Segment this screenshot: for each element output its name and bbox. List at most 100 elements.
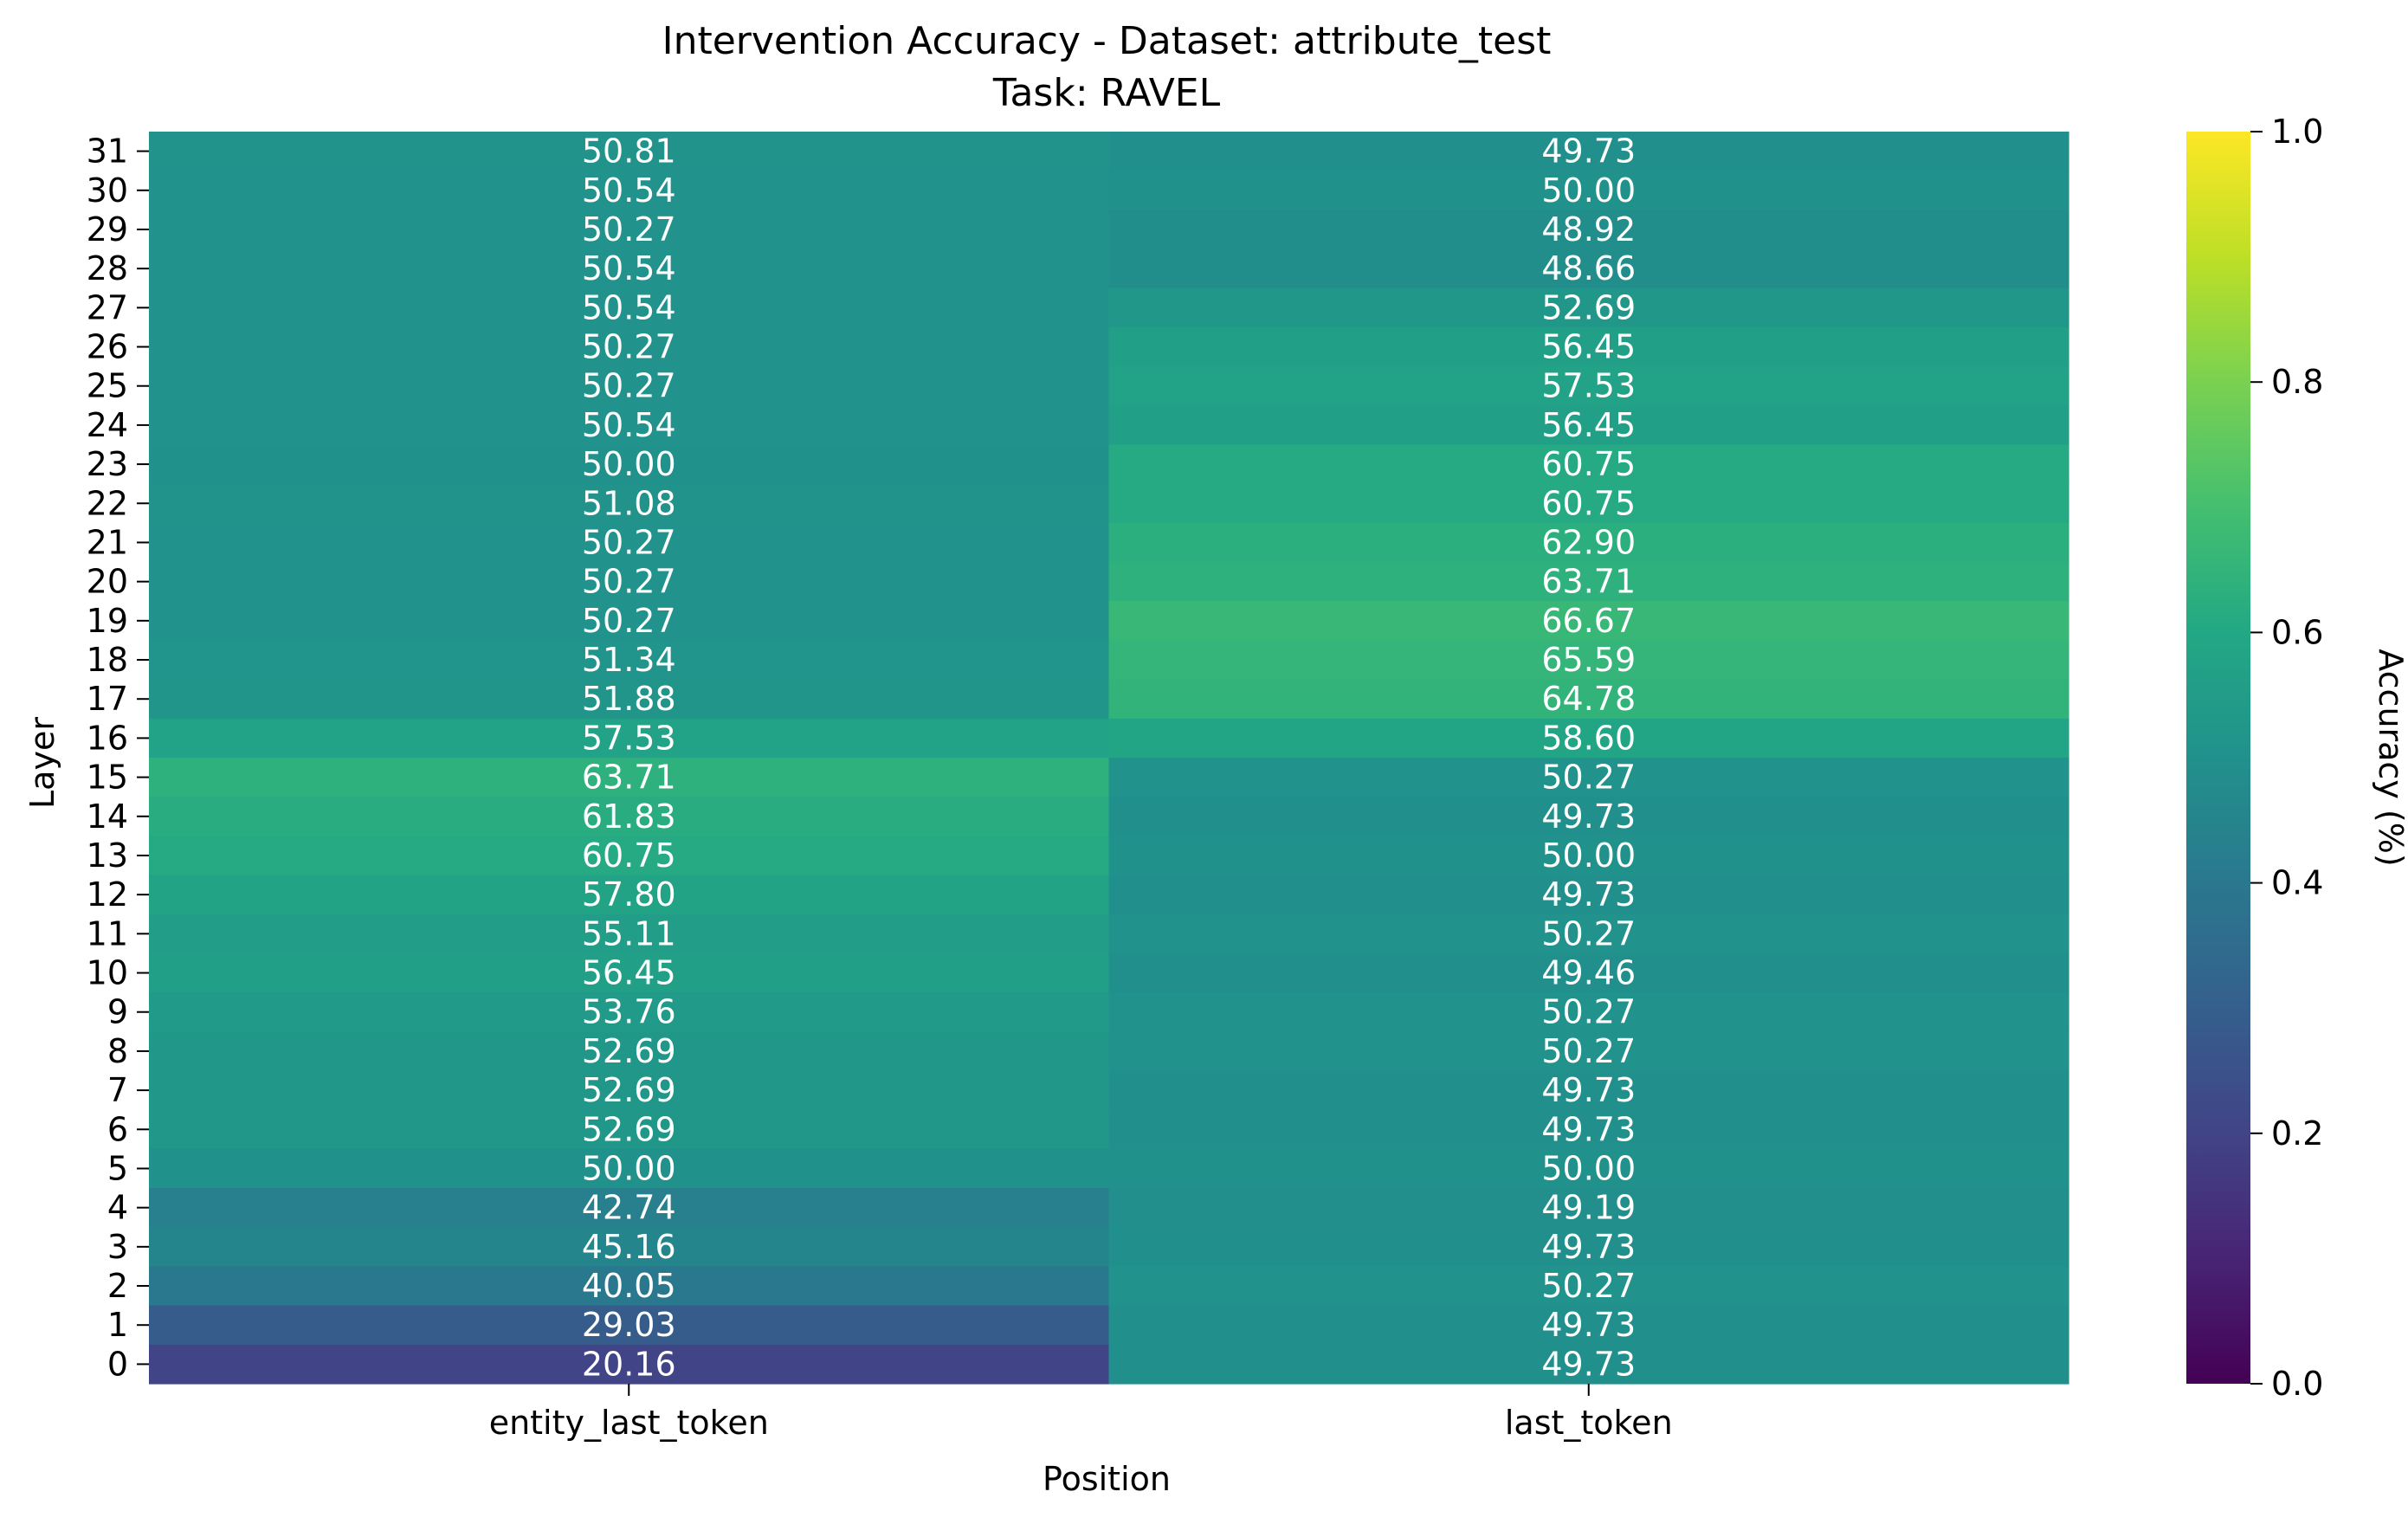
heatmap-cell [149,601,1110,642]
y-tick-label: 4 [107,1189,128,1227]
colorbar [2186,132,2250,1384]
cell-value-label: 49.73 [1541,1071,1636,1109]
cell-value-label: 49.73 [1541,1110,1636,1148]
y-tick-label: 28 [87,249,128,287]
y-tick-label: 13 [87,836,128,875]
cell-value-label: 49.19 [1541,1189,1636,1227]
colorbar-tick-label: 1.0 [2271,113,2323,151]
cell-value-label: 52.69 [582,1071,676,1109]
heatmap-cell [149,1344,1110,1385]
heatmap-cell [1108,210,2069,250]
cell-value-label: 48.66 [1541,249,1636,287]
colorbar-tick-label: 0.8 [2271,363,2323,401]
heatmap-cell [1108,483,2069,524]
y-tick-label: 20 [87,563,128,601]
heatmap-cell [1108,1070,2069,1111]
x-tick-label: entity_last_token [489,1404,769,1442]
heatmap-cell [149,836,1110,876]
y-tick-label: 9 [107,993,128,1031]
cell-value-label: 50.54 [582,249,676,287]
heatmap-cell [1108,797,2069,836]
cell-value-label: 51.34 [582,641,676,679]
cell-value-label: 60.75 [582,836,676,875]
heatmap-cell [149,366,1110,406]
y-tick-label: 6 [107,1110,128,1148]
y-tick-label: 1 [107,1306,128,1344]
heatmap-cell [149,875,1110,915]
cell-value-label: 45.16 [582,1228,676,1266]
cell-value-label: 40.05 [582,1267,676,1305]
cell-value-label: 57.80 [582,875,676,914]
colorbar-ticks: 0.0 0.2 0.4 0.6 0.8 1.0 [2250,113,2323,1403]
cell-value-label: 49.46 [1541,954,1636,992]
cell-value-label: 50.00 [1541,1149,1636,1187]
y-tick-label: 23 [87,445,128,483]
colorbar-tick-label: 0.4 [2271,864,2323,902]
chart-title: Intervention Accuracy - Dataset: attribu… [662,19,1552,63]
cell-value-label: 50.27 [582,328,676,366]
cell-value-label: 64.78 [1541,680,1636,718]
cell-value-label: 49.73 [1541,798,1636,836]
cell-value-label: 50.27 [1541,1267,1636,1305]
heatmap-cell [149,718,1110,759]
heatmap-cell [149,1109,1110,1150]
heatmap-cell [149,444,1110,485]
heatmap-cell [1108,679,2069,720]
y-tick-label: 24 [87,406,128,444]
cell-value-label: 50.27 [1541,759,1636,797]
y-tick-label: 2 [107,1267,128,1305]
heatmap-cell [1108,132,2069,171]
y-tick-label: 11 [87,914,128,953]
heatmap-cell [1108,562,2069,602]
x-tick-label: last_token [1505,1404,1673,1442]
y-tick-label: 22 [87,484,128,522]
heatmap-cell [1108,522,2069,563]
cell-value-label: 50.27 [582,602,676,640]
heatmap-cell [1108,249,2069,289]
cell-value-label: 50.27 [582,367,676,405]
y-tick-label: 3 [107,1228,128,1266]
cell-value-label: 50.27 [1541,1032,1636,1070]
heatmap-cell [1108,758,2069,798]
y-tick-label: 8 [107,1032,128,1070]
y-axis-label: Layer [23,717,61,809]
heatmap-cell [1108,444,2069,485]
cell-value-label: 42.74 [582,1189,676,1227]
y-tick-label: 5 [107,1149,128,1187]
cell-value-label: 29.03 [582,1306,676,1344]
cell-value-label: 50.54 [582,171,676,210]
heatmap-cell [1108,1305,2069,1346]
cell-value-label: 49.73 [1541,1228,1636,1266]
y-tick-label: 12 [87,875,128,914]
colorbar-tick-label: 0.6 [2271,613,2323,651]
y-tick-label: 25 [87,367,128,405]
cell-value-label: 49.73 [1541,1345,1636,1383]
heatmap-cell [1108,718,2069,759]
cell-value-label: 50.27 [1541,993,1636,1031]
heatmap-cell [1108,953,2069,993]
y-tick-label: 21 [87,523,128,561]
cell-value-label: 58.60 [1541,719,1636,757]
x-axis-label: Position [1043,1460,1171,1498]
heatmap-cell [149,287,1110,328]
cell-value-label: 57.53 [1541,367,1636,405]
heatmap-cell [149,640,1110,681]
cell-value-label: 56.45 [582,954,676,992]
cell-value-label: 49.73 [1541,875,1636,914]
cell-value-label: 50.27 [582,563,676,601]
cell-value-label: 51.88 [582,680,676,718]
cell-value-label: 61.83 [582,798,676,836]
x-axis: entity_last_token last_token [489,1384,1673,1442]
cell-value-label: 52.69 [1541,288,1636,326]
cell-value-label: 20.16 [582,1345,676,1383]
cell-value-label: 60.75 [1541,484,1636,522]
heatmap-cell [1108,287,2069,328]
y-tick-label: 10 [87,954,128,992]
heatmap-cell [149,405,1110,446]
y-tick-label: 26 [87,328,128,366]
y-tick-label: 7 [107,1071,128,1109]
cell-value-label: 50.00 [1541,836,1636,875]
heatmap-cells [149,132,2069,1385]
cell-value-label: 50.00 [582,1149,676,1187]
